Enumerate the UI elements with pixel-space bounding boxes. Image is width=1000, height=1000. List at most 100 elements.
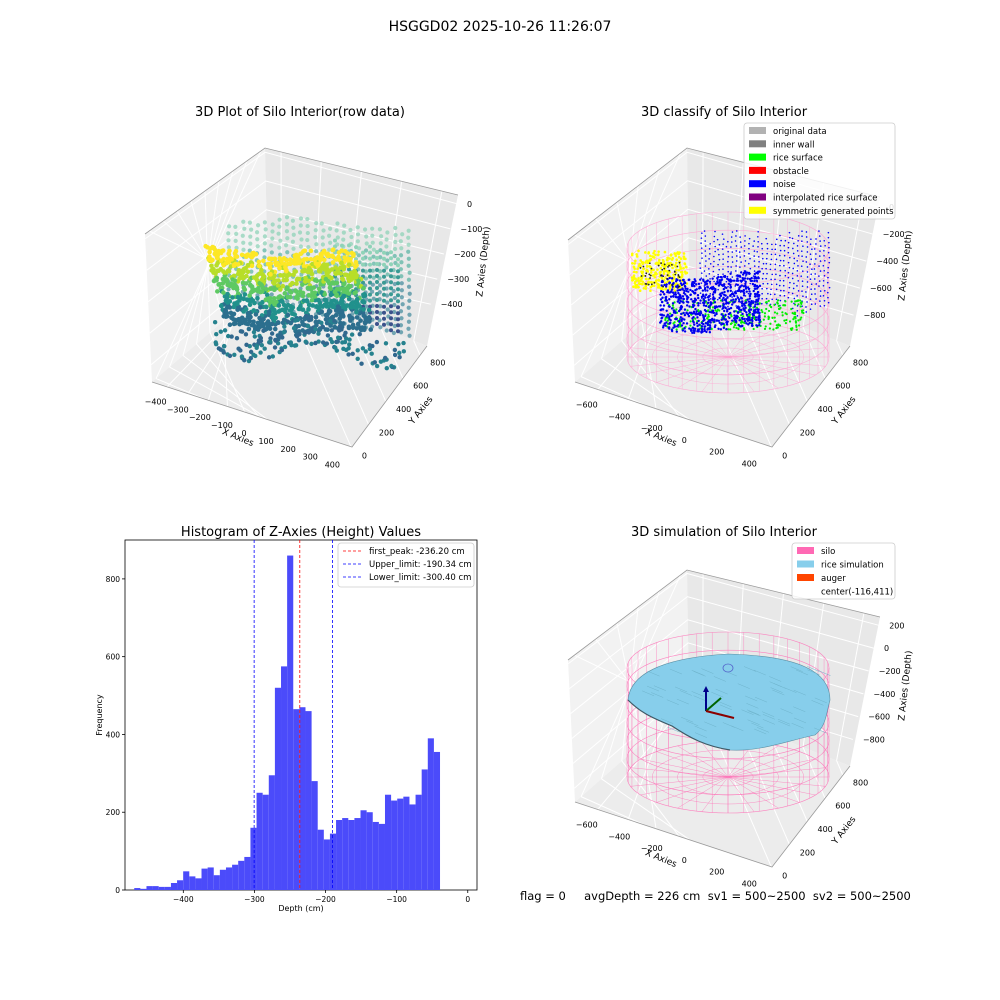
p2-point-noise — [783, 249, 786, 252]
p1-point — [264, 286, 269, 292]
p2-point-noise — [732, 279, 736, 282]
p2-point-noise — [823, 254, 825, 257]
p1-point — [292, 343, 298, 348]
p1-point — [306, 330, 312, 335]
panel3-x-axis-label: Depth (cm) — [278, 904, 323, 913]
p2-point-noise — [805, 296, 807, 298]
p1-point — [268, 272, 273, 277]
p2-point-noise — [750, 324, 754, 327]
p1-point — [361, 250, 365, 255]
p2-point-noise — [681, 288, 684, 291]
p1-point — [393, 232, 398, 238]
p2-point-noise — [717, 273, 719, 276]
p2-point-symmetric — [642, 286, 646, 290]
p2-point-noise — [694, 307, 697, 311]
p2-point-noise — [703, 285, 706, 287]
p1-point — [320, 250, 326, 255]
panel2-z-axis-label: Z Axies (Depth) — [897, 230, 914, 301]
p1-point — [335, 304, 341, 309]
p2-point-noise — [709, 253, 711, 255]
p1-point — [238, 348, 243, 353]
p1-point — [225, 291, 230, 297]
p1-point — [258, 335, 264, 341]
p2-point-noise — [788, 256, 791, 259]
p1-point — [344, 347, 349, 353]
p2-point-noise — [748, 311, 752, 314]
p2-point-noise — [805, 261, 808, 263]
p2-point-noise — [682, 321, 685, 325]
p2-point-symmetric — [656, 268, 659, 271]
p2-point-rice — [707, 309, 710, 312]
p2-point-noise — [670, 328, 674, 332]
p1-point — [389, 274, 393, 279]
histogram-bar — [421, 769, 428, 890]
p2-point-noise — [735, 279, 738, 282]
histogram-bar — [366, 812, 373, 890]
p2-point-original — [678, 261, 681, 264]
p1-point — [396, 299, 400, 304]
p1-point — [382, 280, 386, 285]
histogram-x-tick: 0 — [465, 895, 470, 904]
p2-point-noise — [815, 253, 817, 255]
p2-point-original — [653, 281, 656, 284]
p2-point-symmetric — [668, 285, 672, 289]
p2-point-noise — [761, 292, 763, 295]
rice-surface-mesh — [793, 689, 806, 696]
p1-point — [384, 237, 389, 242]
p1-point — [233, 238, 238, 243]
p4-y-tick: 200 — [800, 848, 815, 857]
histogram-bar — [323, 839, 330, 890]
p2-point-noise — [741, 304, 744, 308]
p2-point-noise — [805, 231, 808, 233]
p2-point-rice — [771, 316, 774, 319]
p2-point-rice — [793, 303, 797, 306]
p2-point-noise — [659, 304, 662, 307]
p2-point-symmetric — [656, 282, 659, 286]
p1-point — [299, 237, 304, 242]
p2-point-rice — [784, 300, 787, 303]
p1-point — [374, 339, 380, 345]
p1-point — [221, 313, 227, 319]
p1-point — [300, 290, 306, 296]
p1-point — [219, 285, 225, 291]
p2-point-noise — [702, 298, 705, 301]
histogram-bar — [427, 738, 434, 890]
p1-point — [214, 332, 219, 337]
p2-point-noise — [801, 230, 803, 232]
p1-point — [328, 318, 333, 324]
rice-surface-mesh — [745, 695, 758, 702]
p2-point-noise — [735, 260, 738, 262]
p1-point — [322, 292, 328, 297]
p2-point-symmetric — [679, 276, 683, 279]
p1-point — [313, 319, 319, 325]
p2-legend-swatch — [749, 140, 766, 148]
p1-point — [210, 257, 215, 263]
p2-point-noise — [757, 245, 759, 248]
p1-point — [396, 263, 400, 268]
p2-point-noise — [740, 284, 744, 287]
histogram-bar — [244, 856, 251, 890]
p1-point — [294, 334, 300, 339]
p2-point-noise — [725, 323, 729, 326]
p2-point-noise — [744, 280, 747, 284]
rice-surface-mesh — [719, 701, 732, 708]
p2-point-noise — [747, 292, 750, 295]
p1-point — [382, 286, 386, 291]
p1-point — [248, 282, 253, 288]
histogram-bar — [342, 818, 349, 890]
p4-y-gridline — [769, 733, 808, 823]
histogram-bar — [256, 792, 263, 890]
p2-point-noise — [742, 294, 746, 297]
p2-point-symmetric — [632, 265, 636, 269]
histogram-bar — [397, 798, 404, 890]
p2-point-noise — [667, 326, 671, 329]
p1-point — [266, 276, 272, 281]
p2-point-noise — [668, 282, 671, 285]
panel3-reference-lines — [253, 540, 333, 890]
p1-point — [259, 277, 265, 282]
p2-point-noise — [722, 305, 725, 308]
p1-point — [258, 319, 264, 325]
p1-point — [248, 260, 254, 265]
p2-point-rice — [768, 304, 771, 307]
